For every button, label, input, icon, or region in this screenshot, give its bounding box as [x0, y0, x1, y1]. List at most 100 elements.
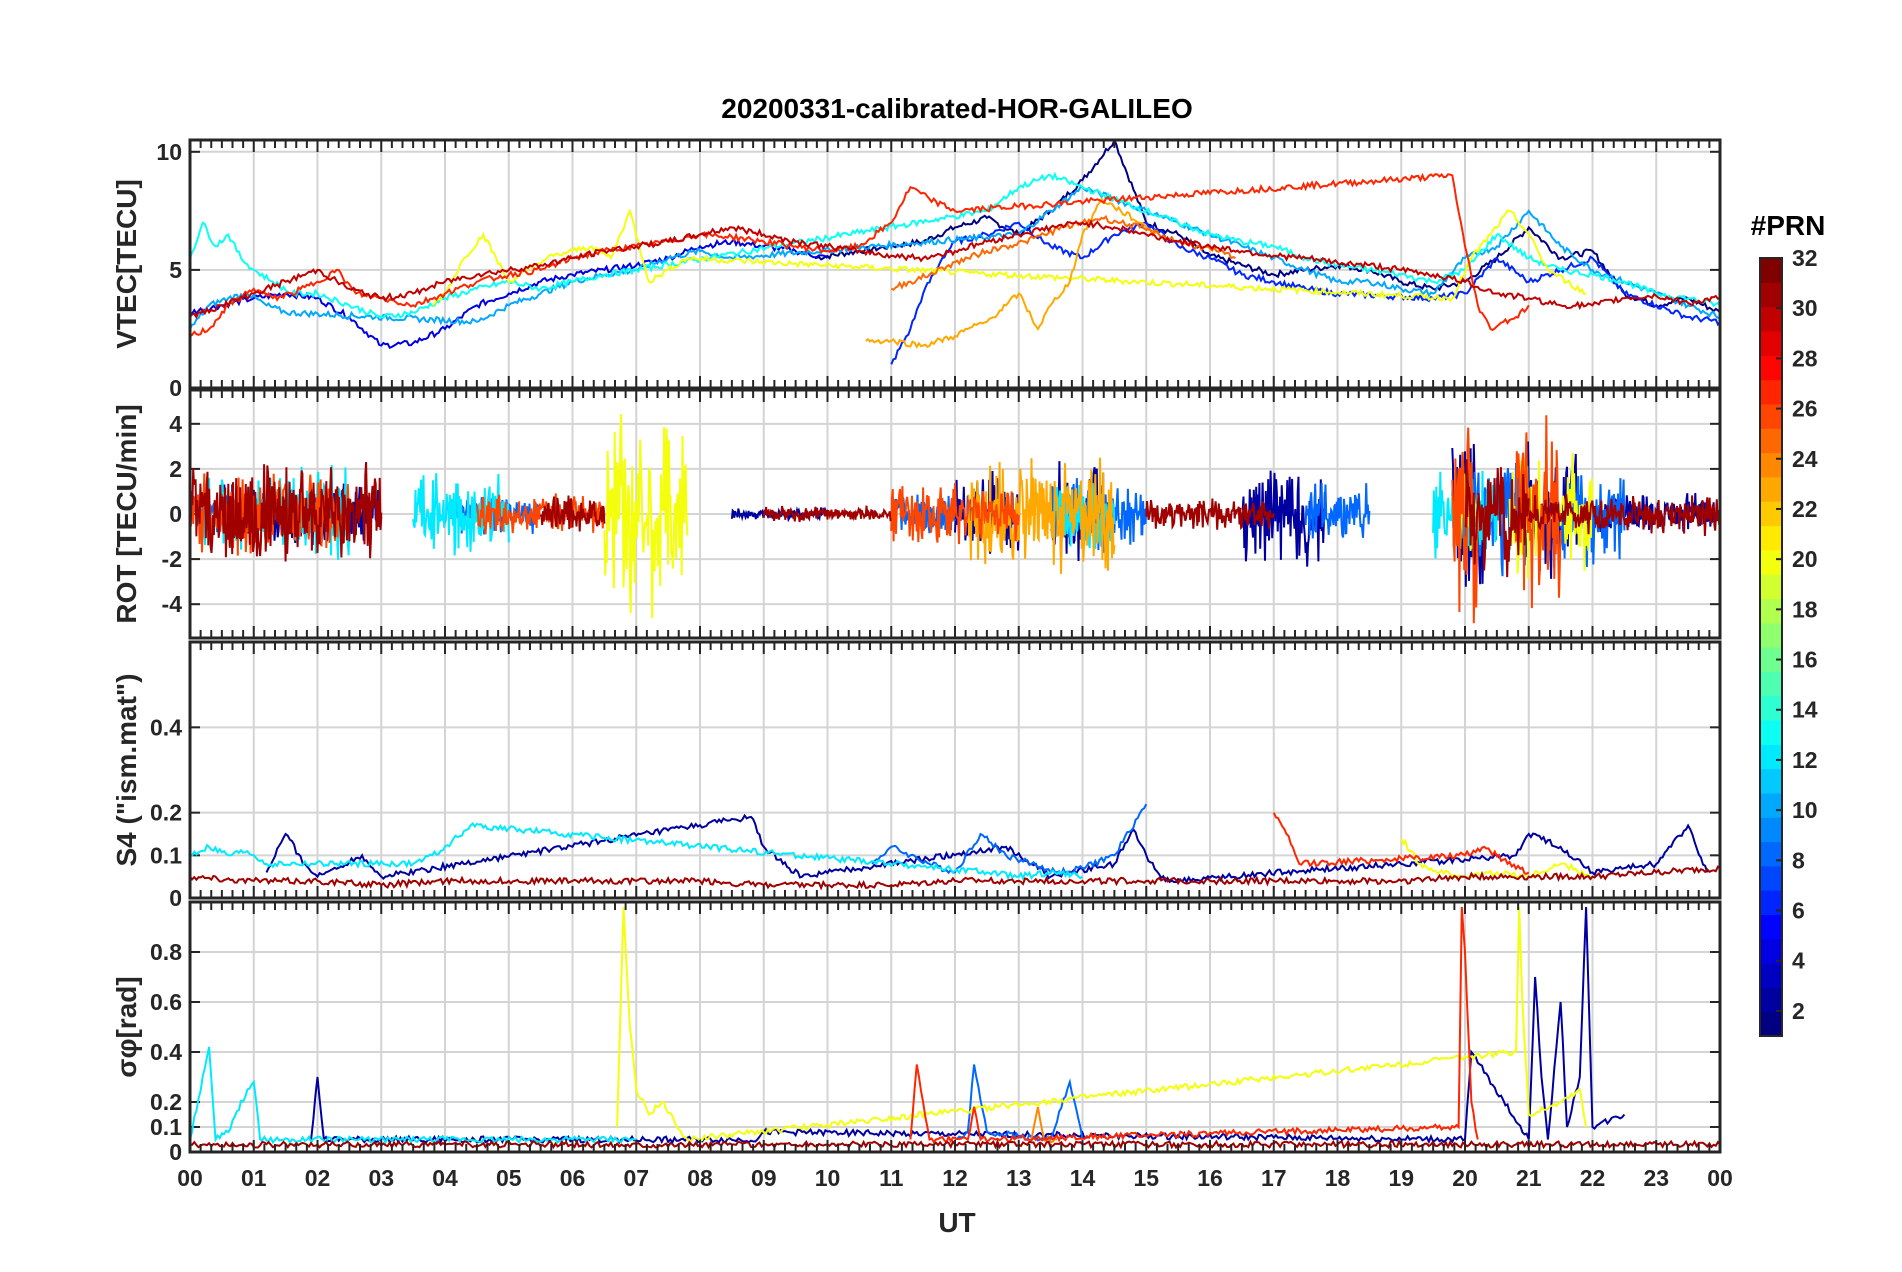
x-tick-label: 20: [1452, 1165, 1478, 1191]
x-tick-label: 13: [1006, 1165, 1032, 1191]
series-prn-31: [1464, 459, 1530, 578]
colorbar-swatch: [1760, 914, 1782, 940]
colorbar-tick-label: 28: [1792, 345, 1818, 371]
x-tick-label: 00: [177, 1165, 203, 1191]
y-tick-label: 0.4: [150, 1039, 182, 1065]
series-group: [190, 413, 1720, 624]
y-tick-label: 0.2: [150, 800, 182, 826]
series-group: [190, 140, 1720, 365]
series-prn-31: [762, 505, 892, 523]
y-tick-label: 0.6: [150, 989, 182, 1015]
colorbar-swatch: [1760, 719, 1782, 745]
y-tick-label: 0.1: [150, 842, 182, 868]
colorbar-swatch: [1760, 647, 1782, 672]
y-tick-label: 0: [169, 375, 182, 401]
series-prn-31: [1527, 494, 1720, 537]
x-tick-label: 04: [432, 1165, 458, 1191]
colorbar-tick-label: 24: [1792, 446, 1818, 472]
series-prn-8: [871, 803, 1148, 877]
chart-title: 20200331-calibrated-HOR-GALILEO: [721, 93, 1193, 124]
series-prn-12: [190, 1046, 637, 1145]
colorbar-swatch: [1760, 476, 1782, 502]
y-tick-label: 2: [169, 456, 182, 482]
colorbar-swatch: [1760, 768, 1782, 794]
x-tick-label: 07: [623, 1165, 649, 1191]
axes-frame: [188, 640, 1722, 900]
series-prn-8: [1304, 482, 1371, 539]
colorbar-tick-label: 16: [1792, 647, 1818, 673]
colorbar-swatch: [1760, 355, 1782, 381]
colorbar-tick-label: 6: [1792, 898, 1805, 924]
series-prn-27: [1272, 812, 1530, 875]
y-axis-label-vtec: VTEC[TECU]: [111, 179, 142, 349]
colorbar-swatch: [1760, 258, 1782, 283]
x-tick-label: 09: [751, 1165, 777, 1191]
colorbar-tick-label: 8: [1792, 847, 1805, 873]
y-tick-label: 10: [156, 139, 182, 165]
panel-sigma: 00.10.2 0.4 0.6 0.8 σφ[rad]: [111, 900, 1722, 1165]
series-prn-26: [890, 483, 1020, 545]
axes-frame: [188, 900, 1722, 1154]
colorbar-swatch: [1760, 890, 1782, 916]
colorbar-swatch: [1760, 695, 1782, 721]
x-tick-label: 11: [879, 1165, 904, 1191]
colorbar-swatch: [1760, 817, 1782, 843]
colorbar-swatch: [1760, 574, 1782, 599]
x-tick-label: 12: [942, 1165, 968, 1191]
colorbar-swatch: [1760, 622, 1782, 648]
colorbar-swatch: [1760, 282, 1782, 308]
x-tick-label: 02: [305, 1165, 331, 1191]
y-tick-label: 0: [169, 885, 182, 911]
colorbar-swatch: [1760, 987, 1782, 1013]
colorbar-swatch: [1760, 452, 1782, 478]
y-axis-label-rot: ROT [TECU/min]: [111, 404, 142, 623]
colorbar-title: #PRN: [1751, 210, 1826, 241]
series-prn-31: [190, 865, 1720, 891]
colorbar: #PRN 32 30 28 26 24 22 20 18 16 14 12 10 8 6 4 2: [1751, 210, 1826, 1037]
y-axis-label-sigma: σφ[rad]: [111, 976, 142, 1077]
series-prn-4: [190, 237, 829, 349]
colorbar-swatch: [1760, 792, 1782, 818]
x-tick-label: 22: [1580, 1165, 1606, 1191]
y-tick-label: 4: [169, 411, 182, 437]
y-tick-label: 0: [169, 501, 182, 527]
y-tick-label: -2: [162, 546, 182, 572]
x-tick-label: 21: [1516, 1165, 1542, 1191]
y-tick-label: 0.2: [150, 1089, 182, 1115]
colorbar-tick-label: 4: [1792, 948, 1805, 974]
series-prn-1: [814, 140, 1720, 314]
x-tick-label: 06: [560, 1165, 586, 1191]
series-prn-20: [1559, 452, 1594, 571]
series-prn-26: [1451, 427, 1479, 624]
colorbar-swatch: [1760, 428, 1782, 454]
colorbar-swatch: [1760, 841, 1782, 867]
colorbar-tick-label: 10: [1792, 797, 1818, 823]
colorbar-swatch: [1760, 865, 1782, 891]
colorbar-tick-label: 22: [1792, 496, 1818, 522]
series-prn-31: [1145, 498, 1275, 531]
series-prn-23: [966, 457, 1116, 574]
y-tick-label: 5: [169, 257, 182, 283]
series-prn-31: [539, 495, 606, 532]
y-tick-label: 0: [169, 1139, 182, 1165]
colorbar-tick-label: 30: [1792, 295, 1818, 321]
x-tick-label: 23: [1643, 1165, 1669, 1191]
colorbar-tick-label: 2: [1792, 998, 1805, 1024]
series-prn-26: [476, 493, 606, 535]
x-tick-label: 05: [496, 1165, 522, 1191]
panel-s4: 0 0.1 0.2 0.4 S4 ("ism.mat"): [111, 640, 1722, 911]
axes-frame: [188, 138, 1722, 390]
series-prn-12: [190, 822, 1084, 882]
colorbar-tick-label: 18: [1792, 596, 1818, 622]
colorbar-swatch: [1760, 330, 1782, 356]
series-group: [190, 803, 1720, 891]
colorbar-swatch: [1760, 963, 1782, 988]
x-tick-label: 01: [241, 1165, 267, 1191]
panel-vtec: 0 5 10 VTEC[TECU]: [111, 138, 1722, 401]
colorbar-tick-label: 14: [1792, 697, 1818, 723]
series-prn-23: [865, 197, 1160, 349]
x-tick-label: 03: [368, 1165, 394, 1191]
x-tick-labels: 00 01 02 03 04 05 06 07 08 09 10 11 12 13 14 15 16 17 18 19…: [177, 1165, 1733, 1191]
